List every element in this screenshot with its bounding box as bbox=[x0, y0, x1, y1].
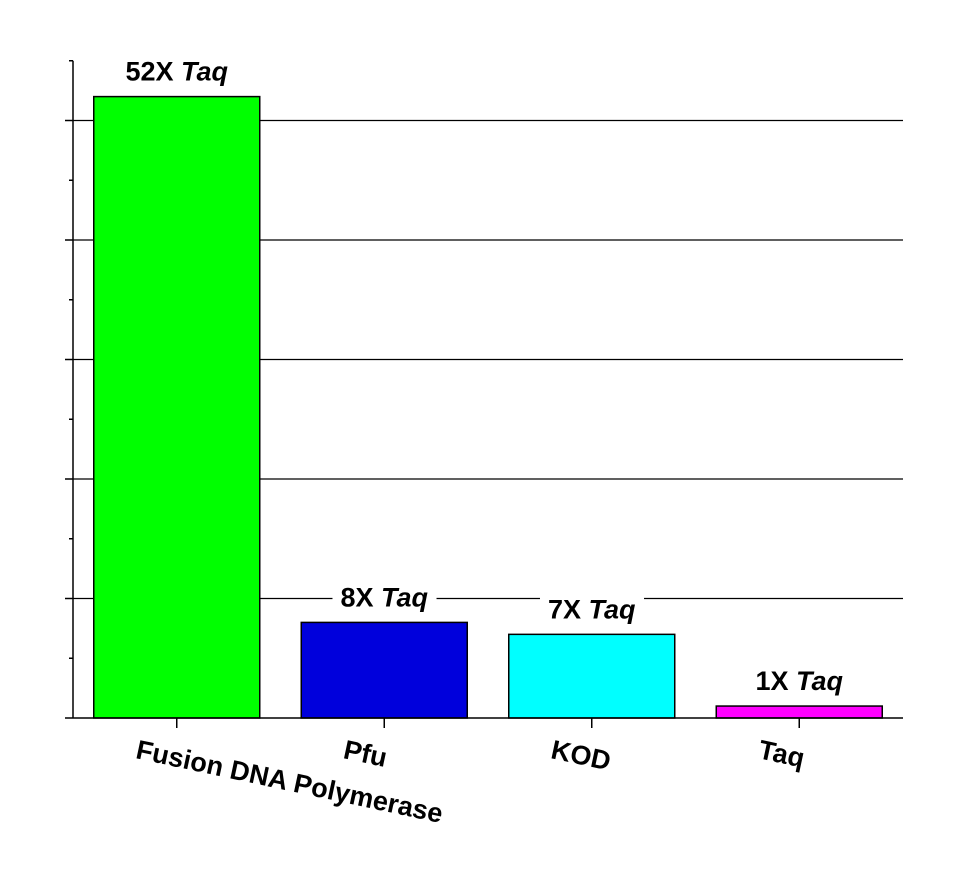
value-label: 1X Taq bbox=[755, 666, 843, 696]
x-tick-label: Fusion DNA Polymerase bbox=[134, 735, 446, 829]
bar bbox=[93, 95, 261, 719]
value-label: 7X Taq bbox=[548, 594, 636, 624]
value-label-bg bbox=[539, 594, 645, 625]
value-label: 8X Taq bbox=[340, 582, 428, 612]
labels: 52X Taq 8X Taq 7X Taq 1X Taq bbox=[117, 56, 852, 697]
bars bbox=[93, 95, 883, 719]
value-label-bg bbox=[117, 56, 237, 87]
value-label: 52X Taq bbox=[125, 57, 228, 87]
x-tick-label: Pfu bbox=[341, 735, 390, 773]
bar bbox=[508, 633, 676, 719]
x-tick-label: Taq bbox=[756, 735, 807, 774]
value-label-bg bbox=[747, 666, 852, 697]
bar bbox=[300, 621, 468, 719]
x-tick-label: KOD bbox=[549, 735, 614, 777]
bar bbox=[715, 705, 883, 719]
value-label-bg bbox=[332, 582, 437, 613]
